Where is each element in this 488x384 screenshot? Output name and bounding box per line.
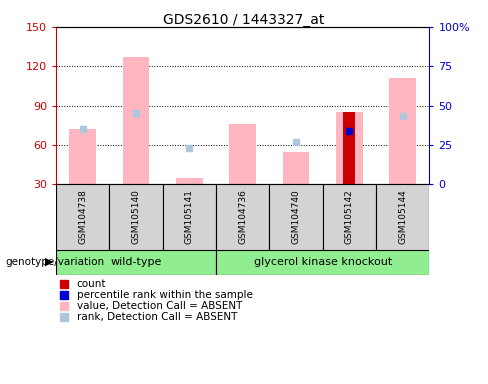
Bar bbox=[336, 112, 363, 184]
Bar bbox=[163, 184, 216, 250]
Text: glycerol kinase knockout: glycerol kinase knockout bbox=[254, 257, 392, 267]
Bar bbox=[376, 184, 429, 250]
Bar bbox=[123, 57, 149, 184]
Text: GSM105141: GSM105141 bbox=[185, 190, 194, 244]
Text: GSM105140: GSM105140 bbox=[132, 190, 141, 244]
Bar bbox=[283, 152, 309, 184]
Bar bbox=[229, 124, 256, 184]
Text: GSM105144: GSM105144 bbox=[398, 190, 407, 244]
Bar bbox=[269, 184, 323, 250]
Bar bbox=[344, 112, 355, 184]
Bar bbox=[56, 184, 109, 250]
Text: ▶: ▶ bbox=[45, 257, 54, 267]
Text: GSM104738: GSM104738 bbox=[78, 190, 87, 244]
Bar bbox=[176, 178, 203, 184]
Text: GDS2610 / 1443327_at: GDS2610 / 1443327_at bbox=[163, 13, 325, 27]
Bar bbox=[216, 250, 429, 275]
Text: value, Detection Call = ABSENT: value, Detection Call = ABSENT bbox=[77, 301, 242, 311]
Text: genotype/variation: genotype/variation bbox=[5, 257, 104, 267]
Bar bbox=[69, 129, 96, 184]
Text: count: count bbox=[77, 279, 106, 289]
Bar bbox=[323, 184, 376, 250]
Bar bbox=[216, 184, 269, 250]
Bar bbox=[389, 78, 416, 184]
Text: GSM105142: GSM105142 bbox=[345, 190, 354, 244]
Text: GSM104736: GSM104736 bbox=[238, 190, 247, 244]
Bar bbox=[56, 250, 216, 275]
Bar bbox=[109, 184, 163, 250]
Text: percentile rank within the sample: percentile rank within the sample bbox=[77, 290, 252, 300]
Text: GSM104740: GSM104740 bbox=[292, 190, 301, 244]
Text: rank, Detection Call = ABSENT: rank, Detection Call = ABSENT bbox=[77, 312, 237, 322]
Text: wild-type: wild-type bbox=[110, 257, 162, 267]
